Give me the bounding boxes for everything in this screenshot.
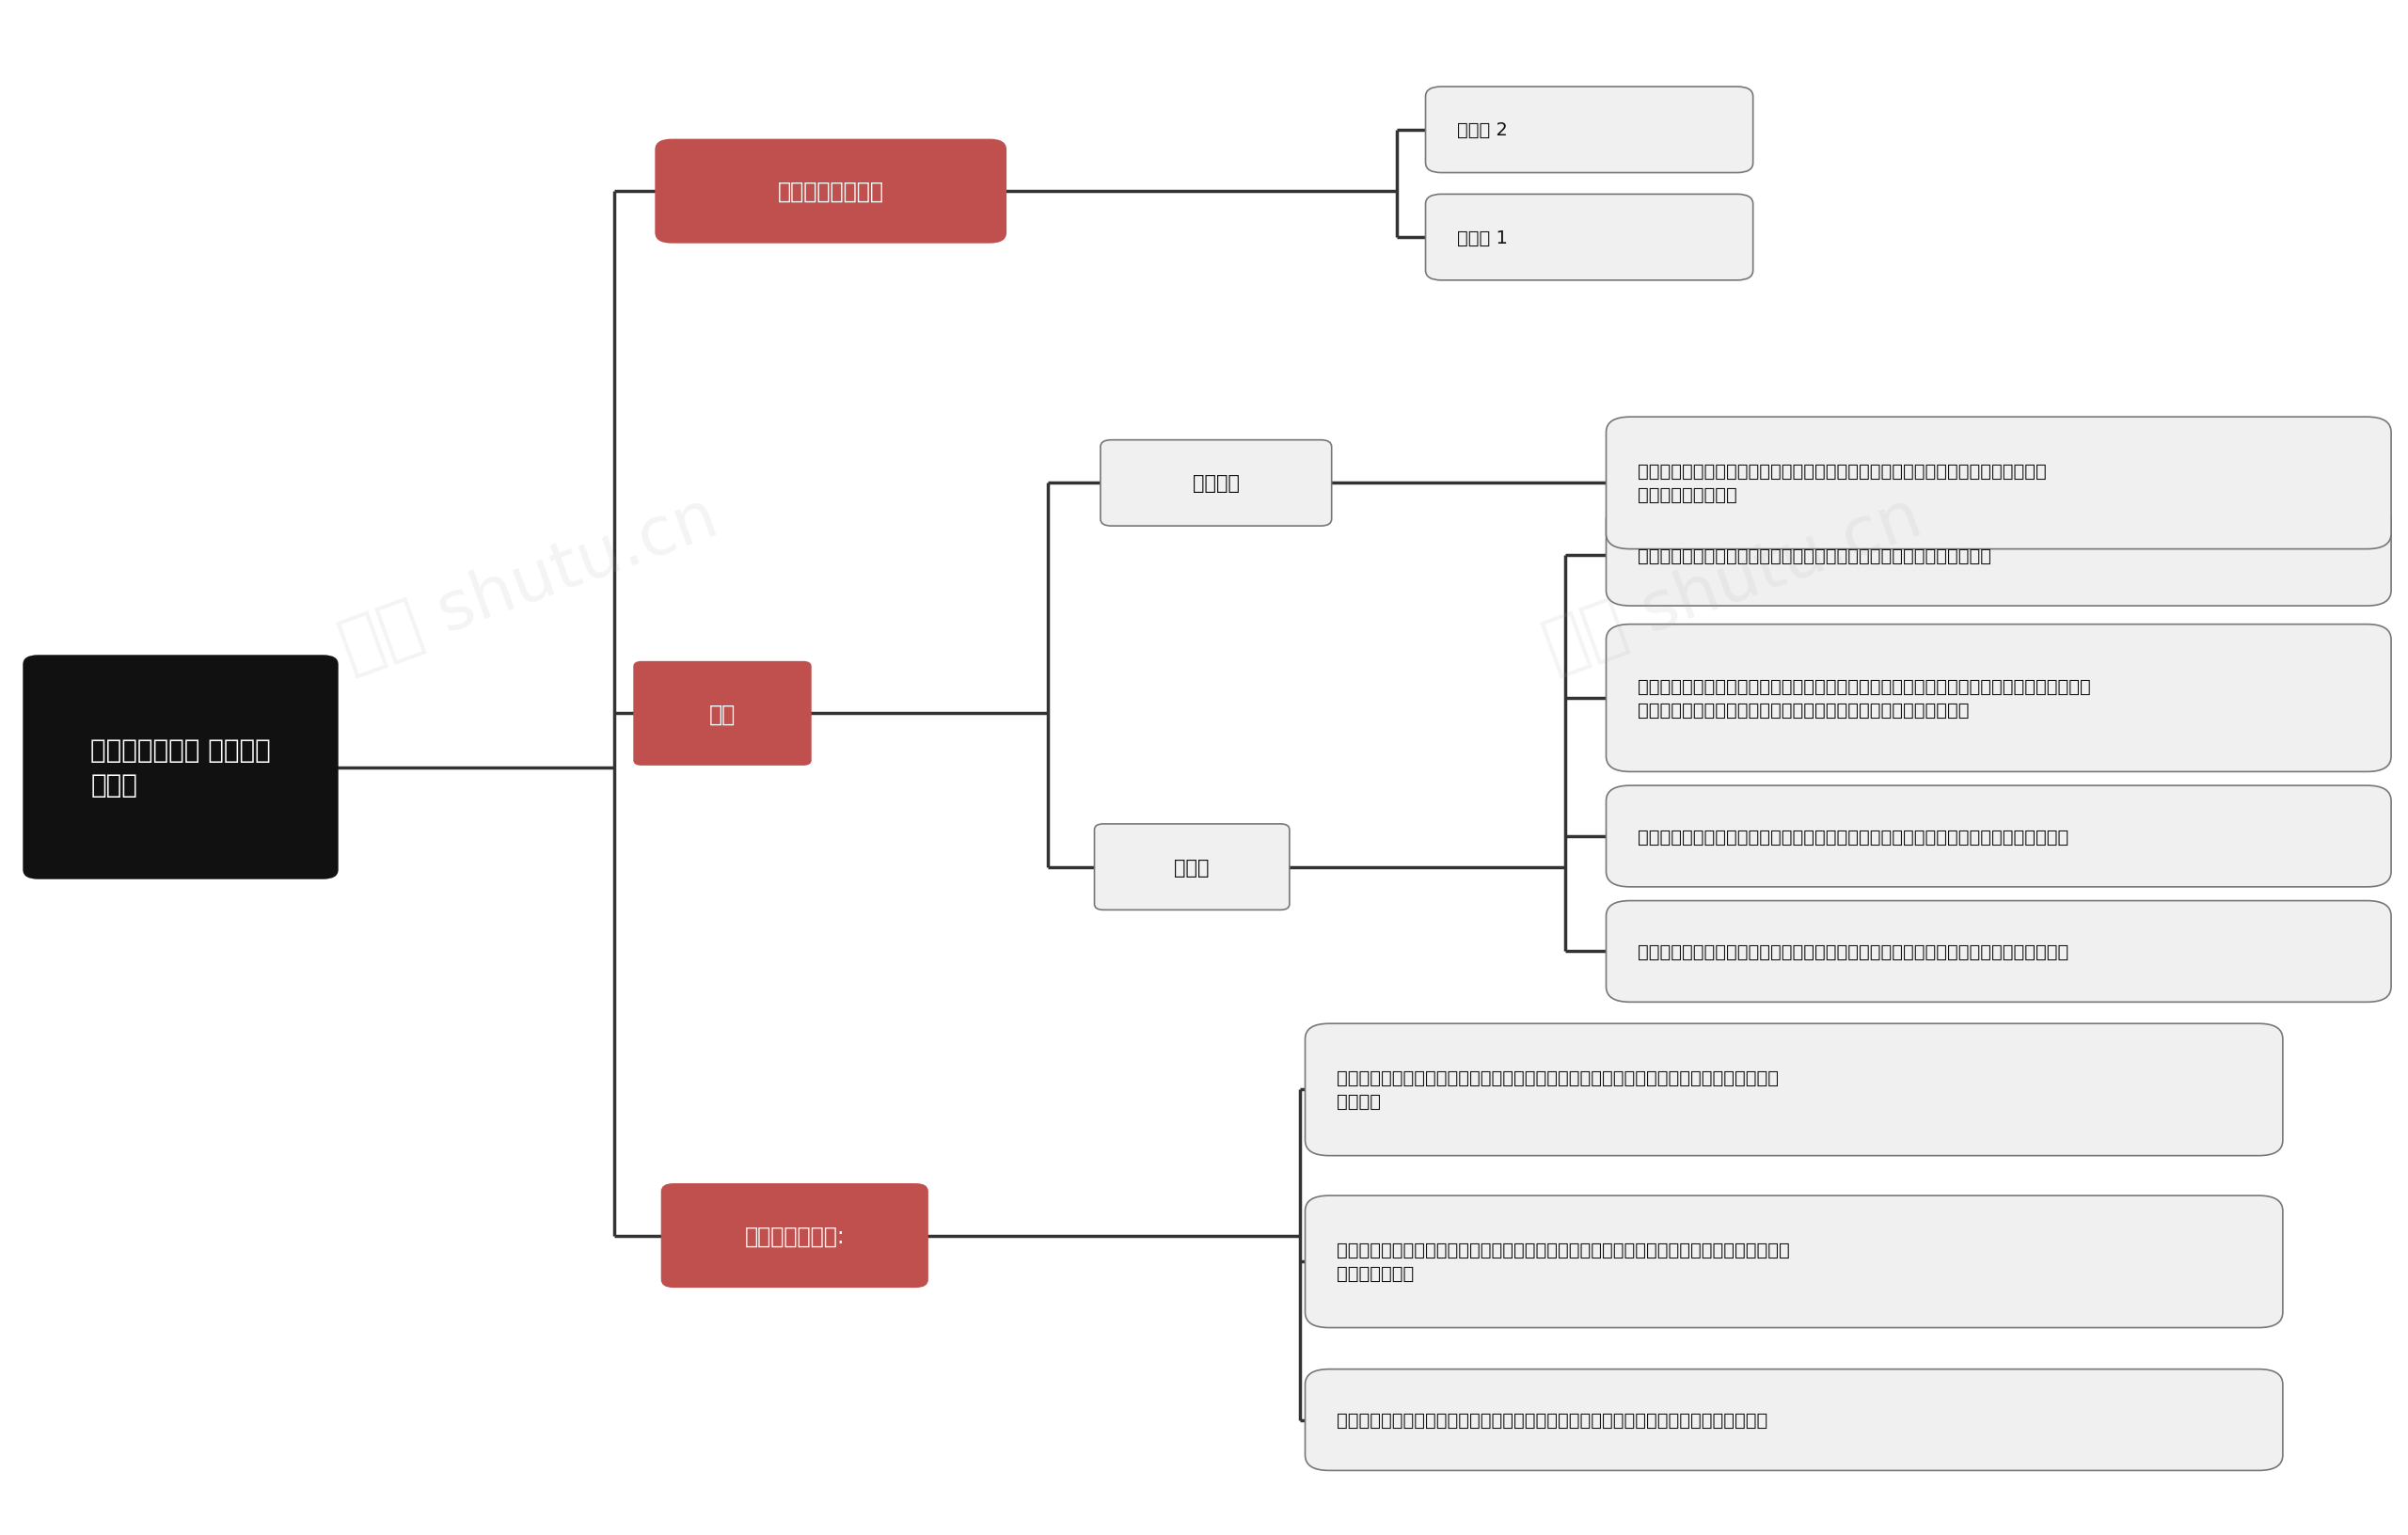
FancyBboxPatch shape — [1305, 1024, 2283, 1156]
FancyBboxPatch shape — [655, 140, 1007, 244]
FancyBboxPatch shape — [1426, 87, 1753, 173]
Text: 单位与单位间可构成共同犯罪，单位与自然人之间也可以构成共同犯罪。: 单位与单位间可构成共同犯罪，单位与自然人之间也可以构成共同犯罪。 — [1637, 546, 1991, 565]
Text: 对单位双罚时，在处罚直接责任人时，数个直接责任人之间可构成共同犯罪。但该共同犯罪是
处在单位犯罪的框架下的，是为了明确各个直接责任人的责任大小。: 对单位双罚时，在处罚直接责任人时，数个直接责任人之间可构成共同犯罪。但该共同犯罪… — [1637, 678, 2090, 718]
Text: 刑法法考知识点 单位犯罪
的分类: 刑法法考知识点 单位犯罪 的分类 — [92, 737, 270, 798]
FancyBboxPatch shape — [1606, 786, 2391, 887]
FancyBboxPatch shape — [1606, 418, 2391, 550]
FancyBboxPatch shape — [1305, 1369, 2283, 1471]
FancyBboxPatch shape — [1100, 441, 1332, 527]
Text: 纯正的单位犯罪:: 纯正的单位犯罪: — [744, 1225, 845, 1246]
Text: 单位犯罪的，对单位判处罚金，并对其直接负责的主管人员和其他直接责任人判处刑罚。: 单位犯罪的，对单位判处罚金，并对其直接负责的主管人员和其他直接责任人判处刑罚。 — [1637, 942, 2068, 961]
FancyBboxPatch shape — [1606, 505, 2391, 606]
Text: 只处罚直接责任人，不处罚单位。如果只是因为单位领导们的原因，则不应该处罚单
位，以免株连无辜。: 只处罚直接责任人，不处罚单位。如果只是因为单位领导们的原因，则不应该处罚单 位，… — [1637, 464, 2047, 503]
FancyBboxPatch shape — [660, 1183, 929, 1288]
FancyBboxPatch shape — [1093, 824, 1291, 910]
FancyBboxPatch shape — [1426, 195, 1753, 281]
Text: 不纯正的单位犯罪：指的是既可以由单位构成也可以由自然人构成的犯罪（例如：生产、销售
伪劣产品罪）。: 不纯正的单位犯罪：指的是既可以由单位构成也可以由自然人构成的犯罪（例如：生产、销… — [1336, 1242, 1789, 1282]
Text: 单位被撤销或变更: 单位被撤销或变更 — [778, 181, 884, 203]
FancyBboxPatch shape — [1606, 901, 2391, 1002]
Text: 双罚制: 双罚制 — [1175, 858, 1209, 876]
Text: 纯正的自然人犯罪：指的是只能由自然人构成而不能由单位构成的犯罪（例如，行贿罪、受
贿罪）。: 纯正的自然人犯罪：指的是只能由自然人构成而不能由单位构成的犯罪（例如，行贿罪、受… — [1336, 1070, 1780, 1110]
Text: 指的是只能由单位构成而不能由自然人构成的犯罪（例如：单位行贿罪、单位受贿罪）。: 指的是只能由单位构成而不能由自然人构成的犯罪（例如：单位行贿罪、单位受贿罪）。 — [1336, 1411, 1767, 1429]
Text: 处罚: 处罚 — [708, 703, 737, 725]
FancyBboxPatch shape — [1606, 625, 2391, 772]
Text: 树图 shutu.cn: 树图 shutu.cn — [332, 485, 727, 682]
FancyBboxPatch shape — [1305, 1196, 2283, 1328]
FancyBboxPatch shape — [22, 655, 340, 880]
FancyBboxPatch shape — [633, 662, 811, 766]
Text: 单位犯罪是单位本身的犯罪，不是各个成员的共同犯罪，也不是单位与成员的共同犯罪。: 单位犯罪是单位本身的犯罪，不是各个成员的共同犯罪，也不是单位与成员的共同犯罪。 — [1637, 827, 2068, 846]
Text: 子主题 1: 子主题 1 — [1457, 229, 1507, 247]
Text: 例外单罚: 例外单罚 — [1192, 474, 1240, 493]
Text: 子主题 2: 子主题 2 — [1457, 121, 1507, 140]
Text: 树图 shutu.cn: 树图 shutu.cn — [1536, 485, 1931, 682]
